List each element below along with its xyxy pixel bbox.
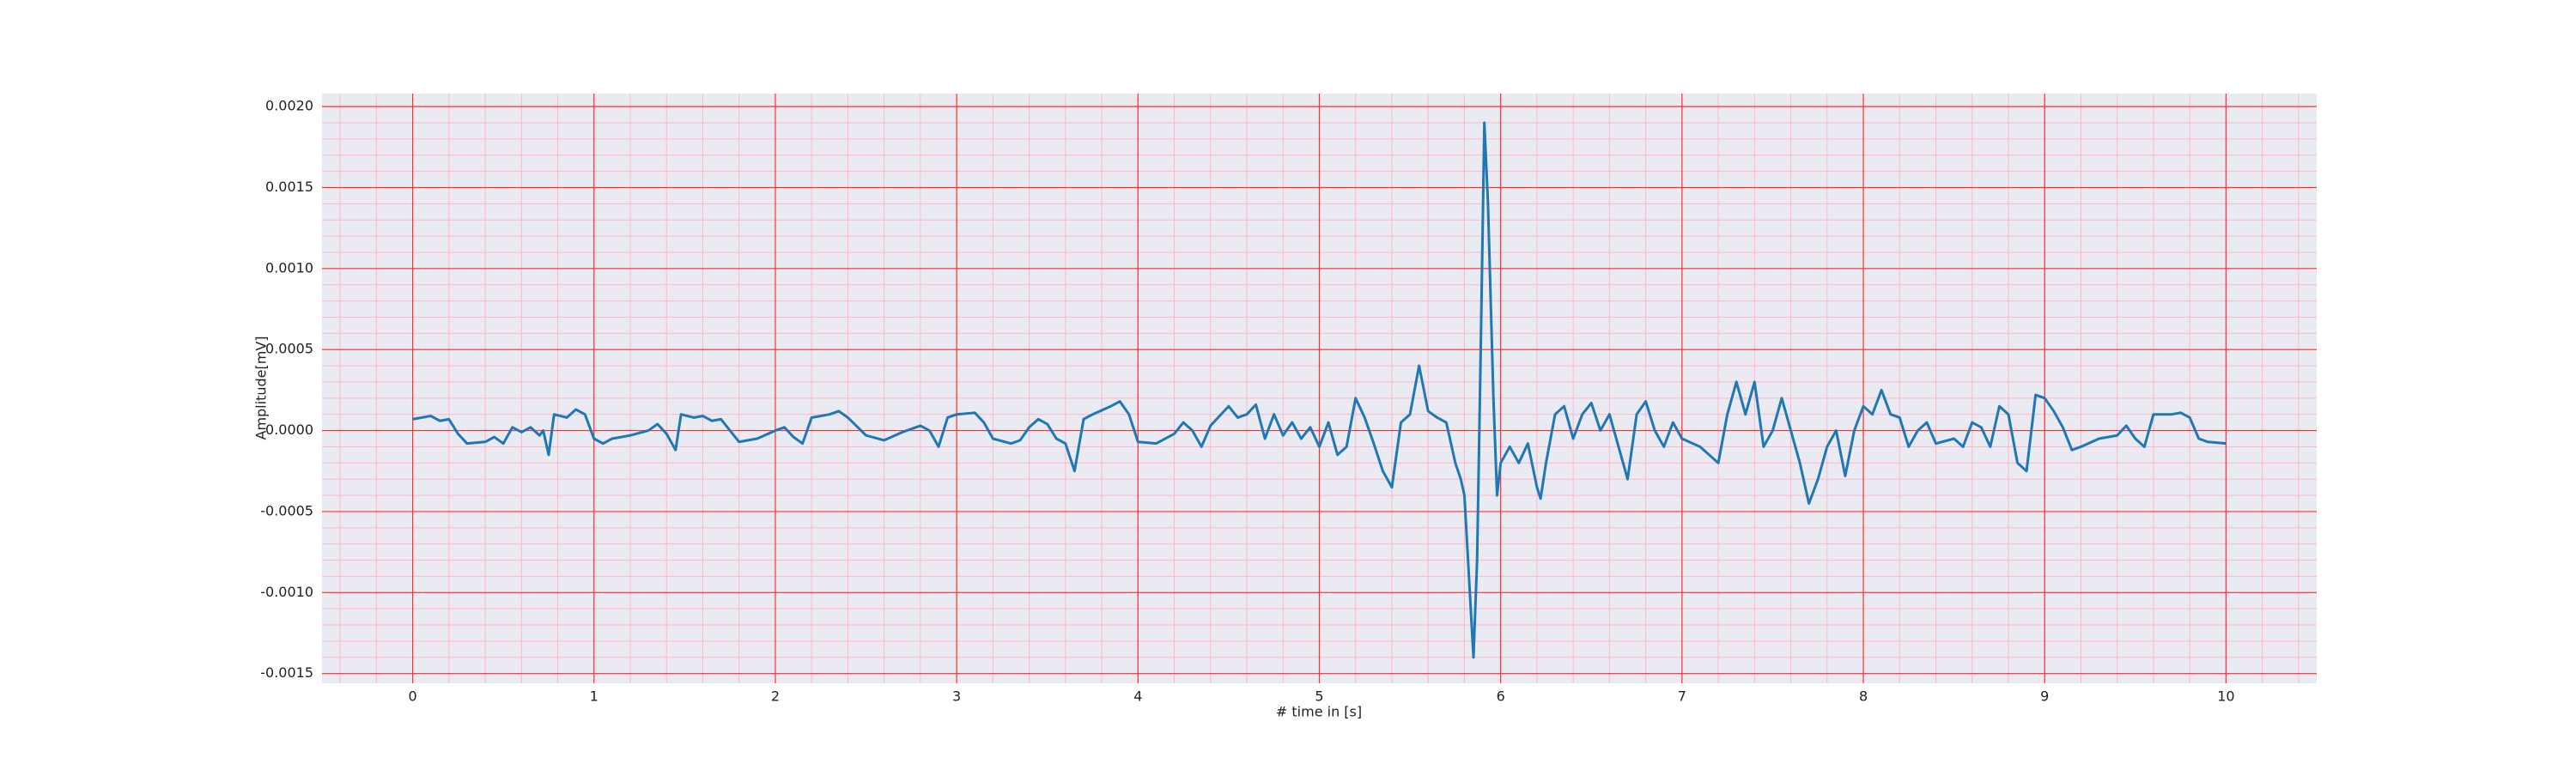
- y-tick-label: 0.0005: [265, 341, 313, 357]
- y-tick-label: -0.0010: [260, 584, 313, 600]
- line-series: [412, 121, 2227, 659]
- y-tick-label: 0.0020: [265, 98, 313, 114]
- x-tick-label: 1: [590, 688, 598, 705]
- x-axis-label: # time in [s]: [1276, 704, 1362, 720]
- x-tick-label: 5: [1315, 688, 1323, 705]
- y-tick-label: -0.0005: [260, 502, 313, 518]
- y-tick-label: 0.0000: [265, 421, 313, 438]
- x-tick-label: 7: [1678, 688, 1686, 705]
- y-tick-label: 0.0010: [265, 259, 313, 276]
- x-tick-label: 10: [2217, 688, 2234, 705]
- y-tick-label: -0.0015: [260, 664, 313, 681]
- x-tick-label: 8: [1859, 688, 1868, 705]
- y-tick-label: 0.0015: [265, 179, 313, 195]
- x-tick-label: 6: [1497, 688, 1505, 705]
- x-tick-label: 4: [1133, 688, 1142, 705]
- x-tick-label: 0: [408, 688, 416, 705]
- y-axis-label: Amplitude[mV]: [253, 336, 270, 440]
- x-tick-label: 9: [2040, 688, 2049, 705]
- x-tick-label: 2: [771, 688, 780, 705]
- x-tick-label: 3: [952, 688, 961, 705]
